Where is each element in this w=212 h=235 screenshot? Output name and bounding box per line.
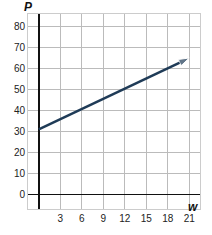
svg-text:20: 20 xyxy=(14,147,26,158)
svg-text:12: 12 xyxy=(119,213,131,224)
svg-text:0: 0 xyxy=(19,189,25,200)
svg-text:21: 21 xyxy=(184,213,196,224)
svg-text:10: 10 xyxy=(14,168,26,179)
svg-text:30: 30 xyxy=(14,126,26,137)
svg-text:60: 60 xyxy=(14,63,26,74)
svg-text:80: 80 xyxy=(14,21,26,32)
svg-text:P: P xyxy=(24,0,33,14)
svg-text:70: 70 xyxy=(14,42,26,53)
svg-text:w: w xyxy=(188,200,198,214)
svg-text:40: 40 xyxy=(14,105,26,116)
svg-text:9: 9 xyxy=(100,213,106,224)
svg-text:15: 15 xyxy=(141,213,153,224)
svg-text:6: 6 xyxy=(79,213,85,224)
svg-text:50: 50 xyxy=(14,84,26,95)
svg-text:18: 18 xyxy=(162,213,174,224)
svg-text:3: 3 xyxy=(57,213,63,224)
